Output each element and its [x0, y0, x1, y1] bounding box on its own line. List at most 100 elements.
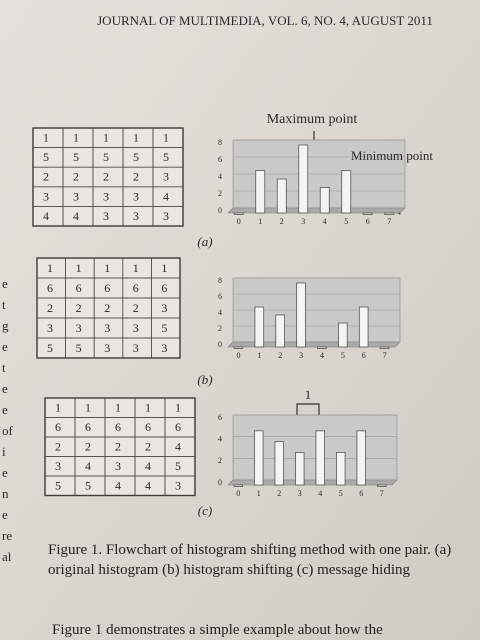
x-tick-label: 3 — [299, 351, 303, 360]
grid-value: 2 — [133, 170, 139, 184]
grid-value: 6 — [161, 281, 167, 295]
subfigure-label: (c) — [198, 503, 212, 518]
bar — [317, 346, 327, 349]
y-tick-label: 6 — [218, 155, 222, 164]
grid-value: 3 — [133, 321, 139, 335]
grid-value: 1 — [104, 261, 110, 275]
body-text: Figure 1 demonstrates a simple example a… — [52, 622, 383, 638]
figure-caption: Figure 1. Flowchart of histogram shiftin… — [48, 542, 452, 578]
margin-fragment: e — [2, 402, 8, 417]
margin-fragment: i — [2, 444, 6, 459]
grid-value: 4 — [163, 189, 169, 203]
bar — [274, 441, 284, 486]
grid-value: 5 — [47, 341, 53, 355]
grid-value: 1 — [133, 131, 139, 145]
grid-value: 2 — [145, 439, 151, 453]
grid-value: 3 — [103, 209, 109, 223]
grid-value: 2 — [55, 439, 61, 453]
grid-value: 4 — [115, 478, 121, 492]
x-tick-label: 5 — [341, 351, 345, 360]
grid-value: 5 — [103, 150, 109, 164]
bar — [233, 212, 244, 215]
grid-value: 6 — [115, 420, 121, 434]
x-tick-label: 0 — [236, 489, 240, 498]
x-tick-label: 7 — [387, 217, 391, 226]
bar — [338, 322, 348, 348]
bar — [362, 212, 373, 215]
grid-value: 3 — [115, 459, 121, 473]
x-tick-label: 0 — [236, 351, 240, 360]
bar — [275, 314, 285, 348]
x-tick-label: 4 — [320, 351, 324, 360]
grid-value: 2 — [103, 170, 109, 184]
x-tick-label: 1 — [257, 351, 261, 360]
bar — [233, 484, 243, 487]
y-tick-label: 0 — [218, 478, 222, 487]
bar — [356, 430, 366, 486]
grid-value: 6 — [145, 420, 151, 434]
grid-value: 6 — [76, 281, 82, 295]
grid-value: 2 — [104, 301, 110, 315]
margin-fragment: re — [2, 528, 12, 543]
bar — [336, 452, 346, 486]
grid-value: 1 — [175, 400, 181, 414]
grid-value: 3 — [133, 341, 139, 355]
grid-value: 5 — [73, 150, 79, 164]
margin-fragment: e — [2, 381, 8, 396]
bar — [295, 452, 305, 486]
x-tick-label: 5 — [339, 489, 343, 498]
x-tick-label: 6 — [362, 351, 366, 360]
margin-fragment: e — [2, 276, 8, 291]
grid-value: 1 — [161, 261, 167, 275]
grid-value: 5 — [163, 150, 169, 164]
grid-value: 2 — [47, 301, 53, 315]
x-tick-label: 5 — [344, 217, 348, 226]
grid-value: 4 — [145, 478, 151, 492]
x-tick-label: 0 — [237, 217, 241, 226]
grid-value: 6 — [47, 281, 53, 295]
annotation: Maximum point — [267, 112, 358, 127]
x-tick-label: 3 — [301, 217, 305, 226]
x-tick-label: 2 — [277, 489, 281, 498]
grid-value: 2 — [43, 170, 49, 184]
margin-fragment: al — [2, 549, 12, 564]
y-tick-label: 0 — [218, 206, 222, 215]
grid-value: 4 — [175, 439, 181, 453]
subfigure-label: (b) — [197, 372, 212, 387]
margin-fragment: e — [2, 339, 8, 354]
bar — [315, 430, 325, 486]
x-tick-label: 1 — [257, 489, 261, 498]
y-tick-label: 6 — [218, 292, 222, 301]
margin-fragment: e — [2, 507, 8, 522]
grid-value: 6 — [104, 281, 110, 295]
y-tick-label: 2 — [218, 456, 222, 465]
grid-value: 2 — [85, 439, 91, 453]
y-tick-label: 4 — [218, 308, 222, 317]
x-tick-label: 3 — [298, 489, 302, 498]
bar — [254, 306, 265, 348]
grid-value: 4 — [85, 459, 91, 473]
grid-value: 1 — [55, 400, 61, 414]
margin-fragment: e — [2, 465, 8, 480]
grid-value: 4 — [73, 209, 79, 223]
bar — [358, 306, 369, 348]
grid-value: 5 — [85, 478, 91, 492]
grid-value: 4 — [43, 209, 49, 223]
grid-value: 1 — [103, 131, 109, 145]
grid-value: 1 — [163, 131, 169, 145]
grid-value: 5 — [133, 150, 139, 164]
x-tick-label: 2 — [280, 217, 284, 226]
grid-value: 3 — [103, 189, 109, 203]
grid-value: 3 — [175, 478, 181, 492]
grid-cell — [152, 206, 184, 227]
annotation: Minimum point — [351, 148, 433, 163]
grid-value: 1 — [133, 261, 139, 275]
x-tick-label: 1 — [258, 217, 262, 226]
x-tick-label: 7 — [383, 351, 387, 360]
grid-value: 6 — [133, 281, 139, 295]
grid-value: 1 — [43, 131, 49, 145]
plot-floor — [227, 341, 401, 348]
grid-value: 1 — [47, 261, 53, 275]
bar — [255, 170, 266, 214]
